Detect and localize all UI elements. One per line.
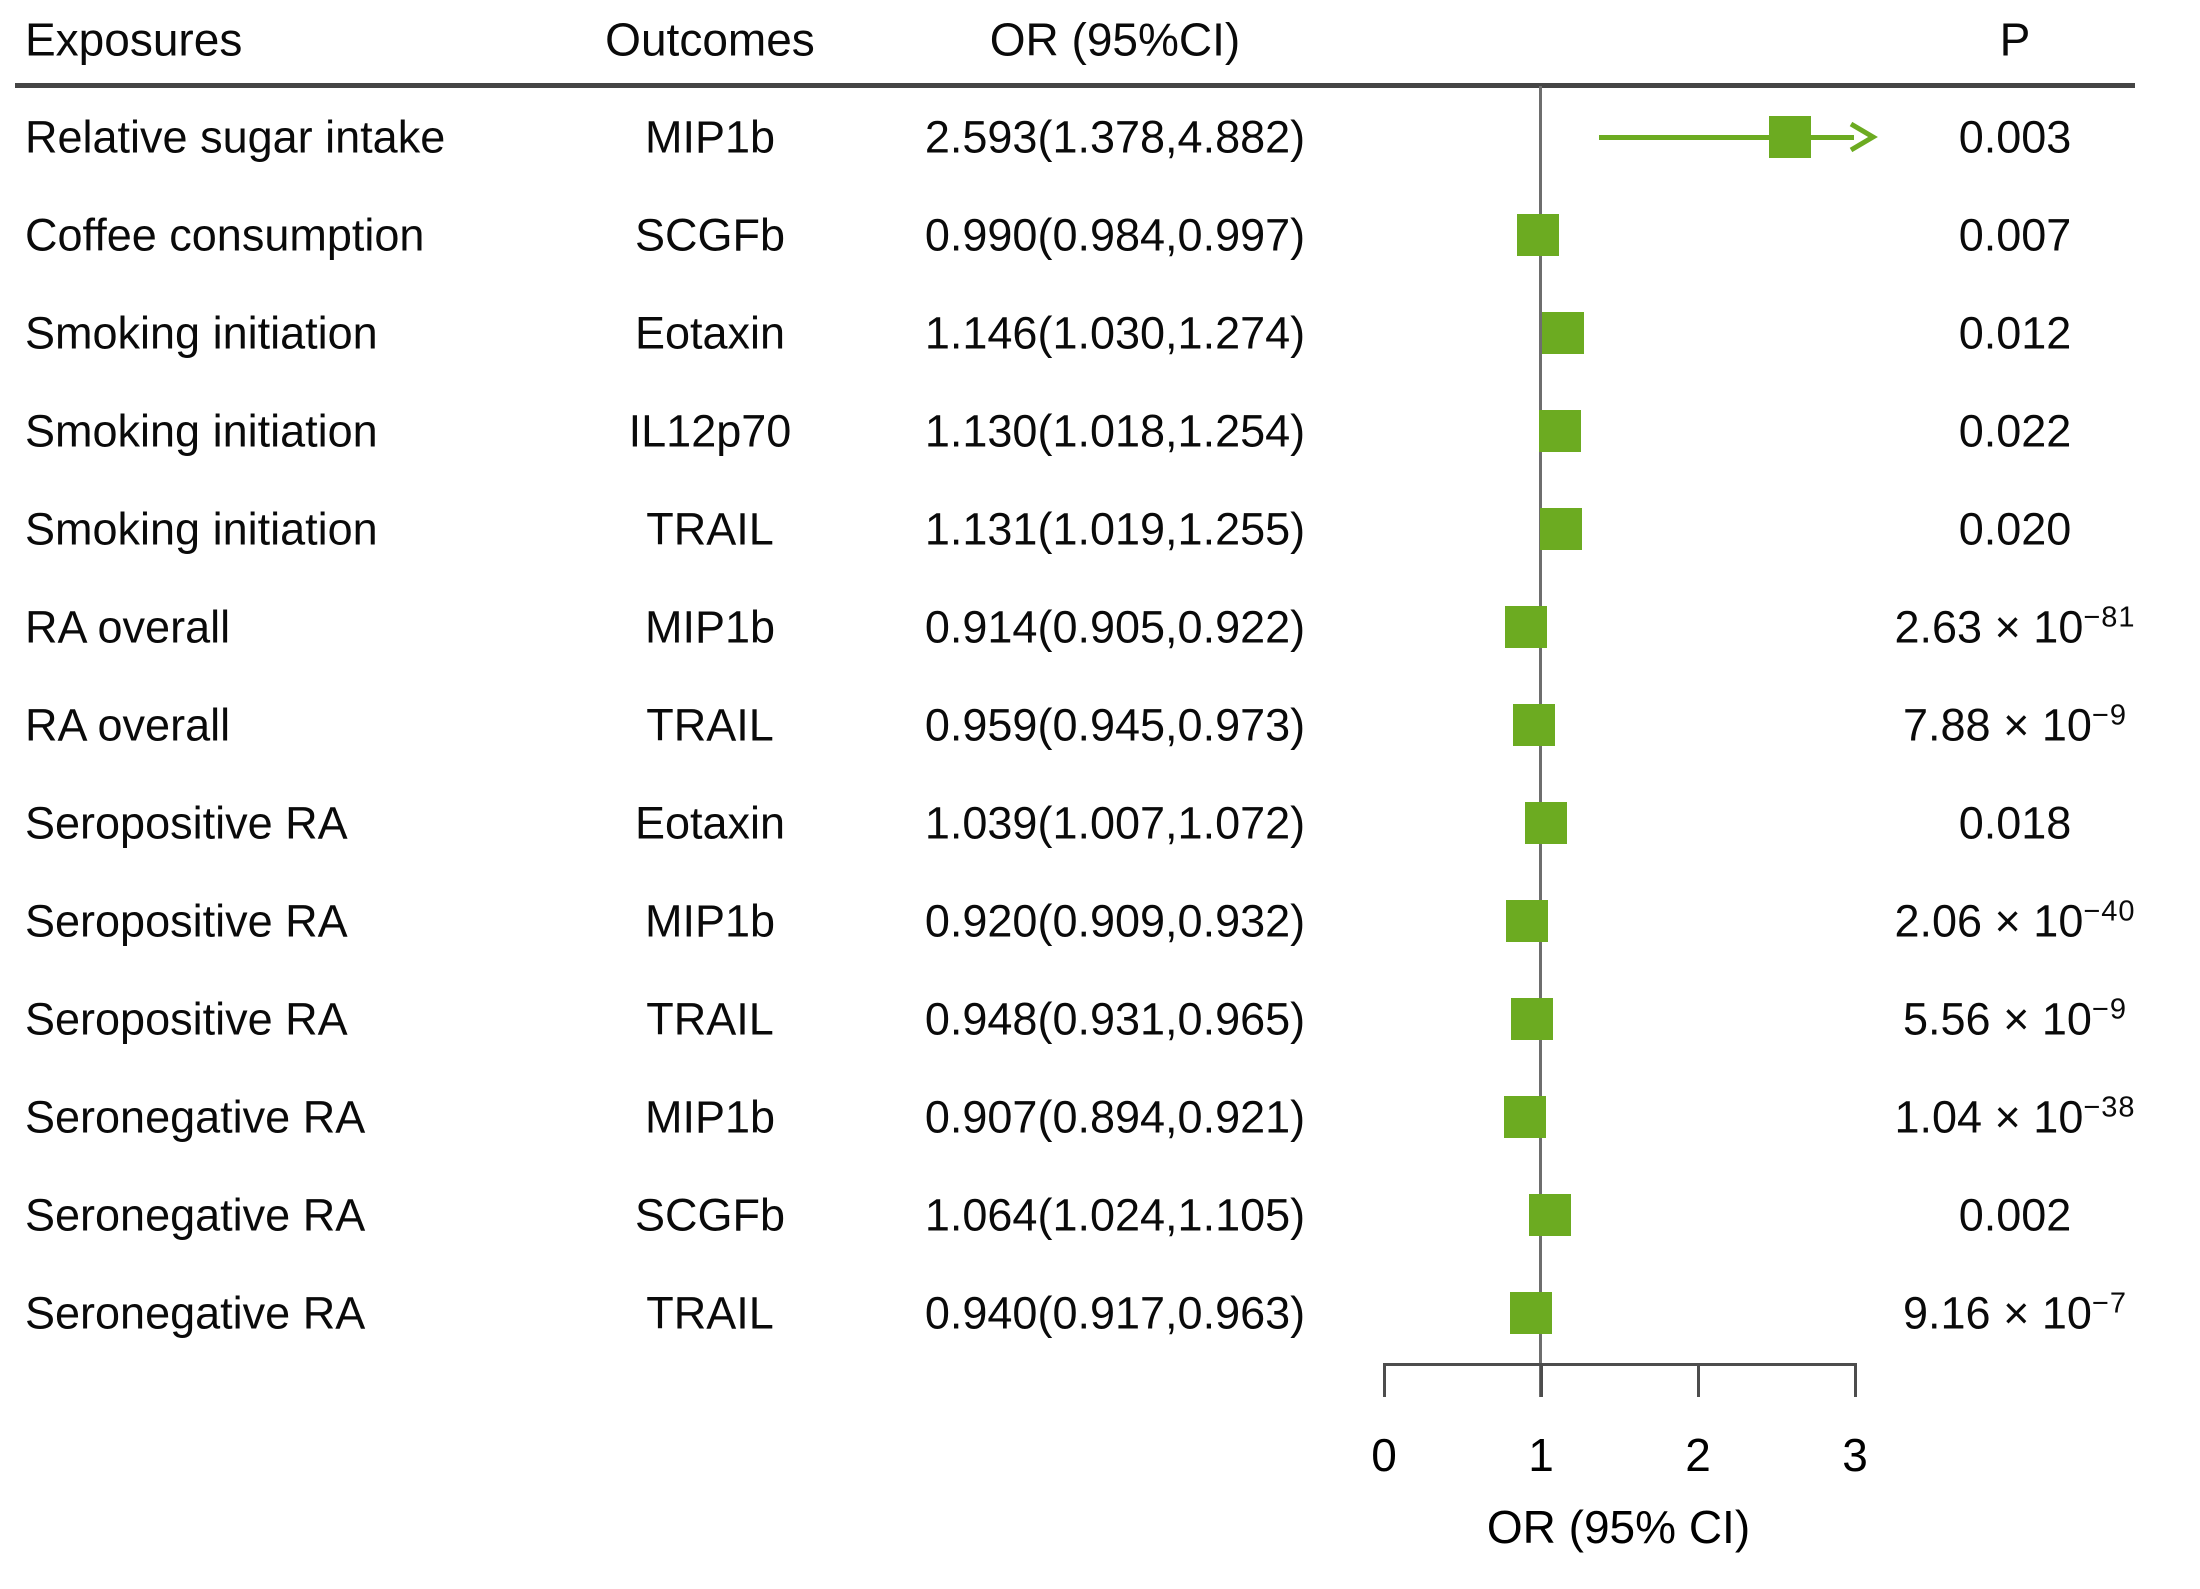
exposure-cell: Relative sugar intake xyxy=(25,111,446,163)
exposure-cell: Smoking initiation xyxy=(25,503,378,555)
or-marker-square xyxy=(1539,508,1582,550)
p-value-cell: 0.002 xyxy=(1958,1189,2072,1241)
outcome-cell: MIP1b xyxy=(644,601,776,653)
or-marker-square xyxy=(1541,312,1584,354)
exposure-cell: Smoking initiation xyxy=(25,405,378,457)
p-value-cell: 0.007 xyxy=(1958,209,2072,261)
x-axis-tick-label: 0 xyxy=(1371,1429,1397,1481)
p-value-exponent: −9 xyxy=(2091,993,2127,1026)
exposure-cell: RA overall xyxy=(25,601,231,653)
x-axis-tick xyxy=(1697,1363,1700,1397)
exposure-cell: Seronegative RA xyxy=(25,1091,366,1143)
p-value-exponent: −9 xyxy=(2091,699,2127,732)
exposure-cell: Seropositive RA xyxy=(25,895,348,947)
or-ci-cell: 1.130(1.018,1.254) xyxy=(924,405,1306,457)
header-separator-rule xyxy=(15,83,2135,88)
or-marker-square xyxy=(1512,704,1555,746)
p-value-exponent: −38 xyxy=(2083,1091,2136,1124)
outcome-cell: TRAIL xyxy=(646,993,774,1045)
or-ci-cell: 2.593(1.378,4.882) xyxy=(924,111,1306,163)
p-value-exponent: −81 xyxy=(2083,601,2136,634)
exposure-cell: RA overall xyxy=(25,699,231,751)
or-marker-square xyxy=(1539,410,1582,452)
or-marker-square xyxy=(1506,900,1549,942)
or-marker-square xyxy=(1509,1292,1552,1334)
exposure-cell: Coffee consumption xyxy=(25,209,425,261)
or-ci-cell: 0.920(0.909,0.932) xyxy=(924,895,1306,947)
p-value-cell: 0.020 xyxy=(1958,503,2072,555)
outcome-cell: Eotaxin xyxy=(634,797,786,849)
x-axis-tick xyxy=(1854,1363,1857,1397)
or-ci-cell: 1.131(1.019,1.255) xyxy=(924,503,1306,555)
p-value-exponent: −40 xyxy=(2083,895,2136,928)
p-value-cell: 1.04 × 10−38 xyxy=(1894,1091,2136,1143)
p-value-cell: 2.06 × 10−40 xyxy=(1894,895,2136,947)
exposure-cell: Seronegative RA xyxy=(25,1287,366,1339)
x-axis-line xyxy=(1383,1363,1857,1366)
or-marker-square xyxy=(1517,214,1560,256)
or-ci-cell: 1.146(1.030,1.274) xyxy=(924,307,1306,359)
p-value-cell: 0.018 xyxy=(1958,797,2072,849)
or-ci-cell: 0.907(0.894,0.921) xyxy=(924,1091,1306,1143)
or-ci-cell: 0.959(0.945,0.973) xyxy=(924,699,1306,751)
x-axis-title: OR (95% CI) xyxy=(1486,1501,1751,1553)
outcome-cell: TRAIL xyxy=(646,503,774,555)
or-ci-cell: 0.948(0.931,0.965) xyxy=(924,993,1306,1045)
ci-line xyxy=(1599,135,1854,140)
exposure-cell: Seropositive RA xyxy=(25,797,348,849)
p-value-cell: 0.003 xyxy=(1958,111,2072,163)
or-marker-square xyxy=(1525,802,1568,844)
x-axis-tick xyxy=(1383,1363,1386,1397)
outcome-cell: SCGFb xyxy=(634,1189,786,1241)
column-header-or-ci: OR (95%CI) xyxy=(989,13,1241,66)
or-ci-cell: 0.914(0.905,0.922) xyxy=(924,601,1306,653)
x-axis-tick-label: 1 xyxy=(1528,1429,1554,1481)
x-axis-tick-label: 3 xyxy=(1842,1429,1868,1481)
x-axis-tick-label: 2 xyxy=(1685,1429,1711,1481)
or-marker-square xyxy=(1529,1194,1572,1236)
p-value-cell: 9.16 × 10−7 xyxy=(1903,1287,2127,1339)
or-marker-square xyxy=(1510,998,1553,1040)
outcome-cell: TRAIL xyxy=(646,699,774,751)
p-value-cell: 7.88 × 10−9 xyxy=(1903,699,2127,751)
x-axis-tick xyxy=(1540,1363,1543,1397)
p-value-cell: 0.012 xyxy=(1958,307,2072,359)
p-value-cell: 0.022 xyxy=(1958,405,2072,457)
or-marker-square xyxy=(1769,116,1812,158)
exposure-cell: Seronegative RA xyxy=(25,1189,366,1241)
outcome-cell: TRAIL xyxy=(646,1287,774,1339)
or-marker-square xyxy=(1504,1096,1547,1138)
outcome-cell: MIP1b xyxy=(644,111,776,163)
or-ci-cell: 1.039(1.007,1.072) xyxy=(924,797,1306,849)
column-header-p: P xyxy=(1999,13,2031,66)
or-ci-cell: 0.940(0.917,0.963) xyxy=(924,1287,1306,1339)
outcome-cell: SCGFb xyxy=(634,209,786,261)
outcome-cell: MIP1b xyxy=(644,1091,776,1143)
outcome-cell: MIP1b xyxy=(644,895,776,947)
or-ci-cell: 1.064(1.024,1.105) xyxy=(924,1189,1306,1241)
outcome-cell: IL12p70 xyxy=(628,405,792,457)
exposure-cell: Smoking initiation xyxy=(25,307,378,359)
ci-clip-arrow-icon xyxy=(1849,121,1878,153)
p-value-exponent: −7 xyxy=(2091,1287,2127,1320)
p-value-cell: 2.63 × 10−81 xyxy=(1894,601,2136,653)
p-value-cell: 5.56 × 10−9 xyxy=(1903,993,2127,1045)
or-marker-square xyxy=(1505,606,1548,648)
column-header-exposures: Exposures xyxy=(25,13,243,66)
exposure-cell: Seropositive RA xyxy=(25,993,348,1045)
or-ci-cell: 0.990(0.984,0.997) xyxy=(924,209,1306,261)
column-header-outcomes: Outcomes xyxy=(605,13,815,66)
outcome-cell: Eotaxin xyxy=(634,307,786,359)
